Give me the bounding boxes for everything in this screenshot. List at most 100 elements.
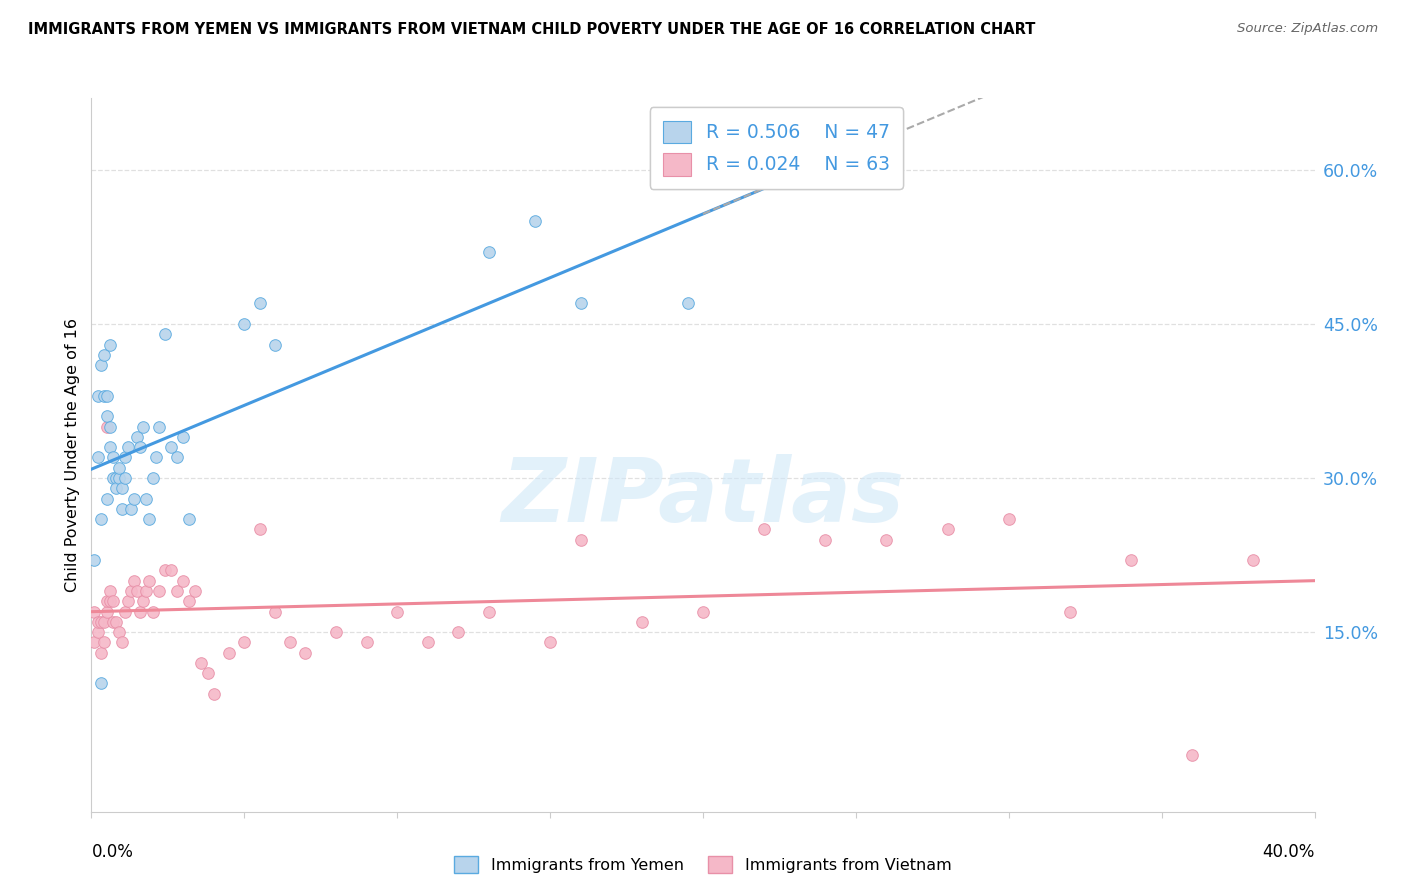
Point	[90, 358, 112, 372]
Point	[148, 419, 170, 434]
Legend: R = 0.506    N = 47, R = 0.024    N = 63: R = 0.506 N = 47, R = 0.024 N = 63	[650, 108, 903, 189]
Point	[141, 605, 163, 619]
Point	[83, 635, 105, 649]
Point	[101, 450, 124, 465]
Point	[98, 440, 121, 454]
Legend: Immigrants from Yemen, Immigrants from Vietnam: Immigrants from Yemen, Immigrants from V…	[449, 849, 957, 880]
Point	[264, 337, 287, 351]
Point	[875, 533, 898, 547]
Text: IMMIGRANTS FROM YEMEN VS IMMIGRANTS FROM VIETNAM CHILD POVERTY UNDER THE AGE OF : IMMIGRANTS FROM YEMEN VS IMMIGRANTS FROM…	[28, 22, 1035, 37]
Point	[478, 245, 501, 260]
Point	[98, 337, 121, 351]
Point	[569, 296, 592, 310]
Point	[249, 522, 271, 536]
Point	[108, 471, 131, 485]
Point	[129, 605, 152, 619]
Point	[197, 666, 219, 681]
Point	[83, 605, 105, 619]
Point	[135, 584, 157, 599]
Point	[160, 440, 183, 454]
Point	[569, 533, 592, 547]
Point	[153, 563, 176, 577]
Point	[122, 491, 145, 506]
Point	[447, 625, 470, 640]
Point	[814, 533, 837, 547]
Point	[1059, 605, 1081, 619]
Point	[104, 481, 127, 495]
Point	[184, 584, 207, 599]
Point	[190, 656, 212, 670]
Point	[83, 553, 105, 567]
Point	[114, 605, 136, 619]
Y-axis label: Child Poverty Under the Age of 16: Child Poverty Under the Age of 16	[65, 318, 80, 592]
Point	[135, 491, 157, 506]
Point	[138, 512, 160, 526]
Point	[179, 594, 201, 608]
Point	[264, 605, 287, 619]
Point	[202, 687, 225, 701]
Point	[754, 522, 776, 536]
Text: 40.0%: 40.0%	[1263, 843, 1315, 861]
Point	[86, 625, 108, 640]
Point	[96, 605, 118, 619]
Point	[1243, 553, 1265, 567]
Point	[90, 615, 112, 629]
Point	[141, 471, 163, 485]
Point	[101, 615, 124, 629]
Point	[160, 563, 183, 577]
Point	[120, 584, 142, 599]
Point	[90, 512, 112, 526]
Point	[478, 605, 501, 619]
Point	[86, 450, 108, 465]
Point	[127, 430, 149, 444]
Point	[98, 584, 121, 599]
Point	[676, 296, 699, 310]
Point	[538, 635, 561, 649]
Point	[101, 471, 124, 485]
Point	[278, 635, 301, 649]
Text: Source: ZipAtlas.com: Source: ZipAtlas.com	[1237, 22, 1378, 36]
Point	[86, 615, 108, 629]
Point	[117, 440, 139, 454]
Point	[523, 214, 546, 228]
Point	[998, 512, 1021, 526]
Text: ZIPatlas: ZIPatlas	[502, 454, 904, 541]
Point	[120, 501, 142, 516]
Point	[96, 491, 118, 506]
Point	[108, 625, 131, 640]
Point	[86, 389, 108, 403]
Point	[96, 419, 118, 434]
Point	[108, 460, 131, 475]
Point	[93, 635, 115, 649]
Point	[90, 646, 112, 660]
Text: 0.0%: 0.0%	[91, 843, 134, 861]
Point	[93, 348, 115, 362]
Point	[132, 594, 155, 608]
Point	[325, 625, 347, 640]
Point	[104, 471, 127, 485]
Point	[111, 481, 134, 495]
Point	[356, 635, 378, 649]
Point	[233, 317, 256, 331]
Point	[122, 574, 145, 588]
Point	[153, 327, 176, 342]
Point	[179, 512, 201, 526]
Point	[145, 450, 167, 465]
Point	[936, 522, 959, 536]
Point	[1121, 553, 1143, 567]
Point	[98, 419, 121, 434]
Point	[233, 635, 256, 649]
Point	[96, 594, 118, 608]
Point	[385, 605, 409, 619]
Point	[631, 615, 654, 629]
Point	[416, 635, 439, 649]
Point	[138, 574, 160, 588]
Point	[129, 440, 152, 454]
Point	[692, 605, 714, 619]
Point	[93, 389, 115, 403]
Point	[114, 450, 136, 465]
Point	[218, 646, 240, 660]
Point	[127, 584, 149, 599]
Point	[98, 594, 121, 608]
Point	[101, 594, 124, 608]
